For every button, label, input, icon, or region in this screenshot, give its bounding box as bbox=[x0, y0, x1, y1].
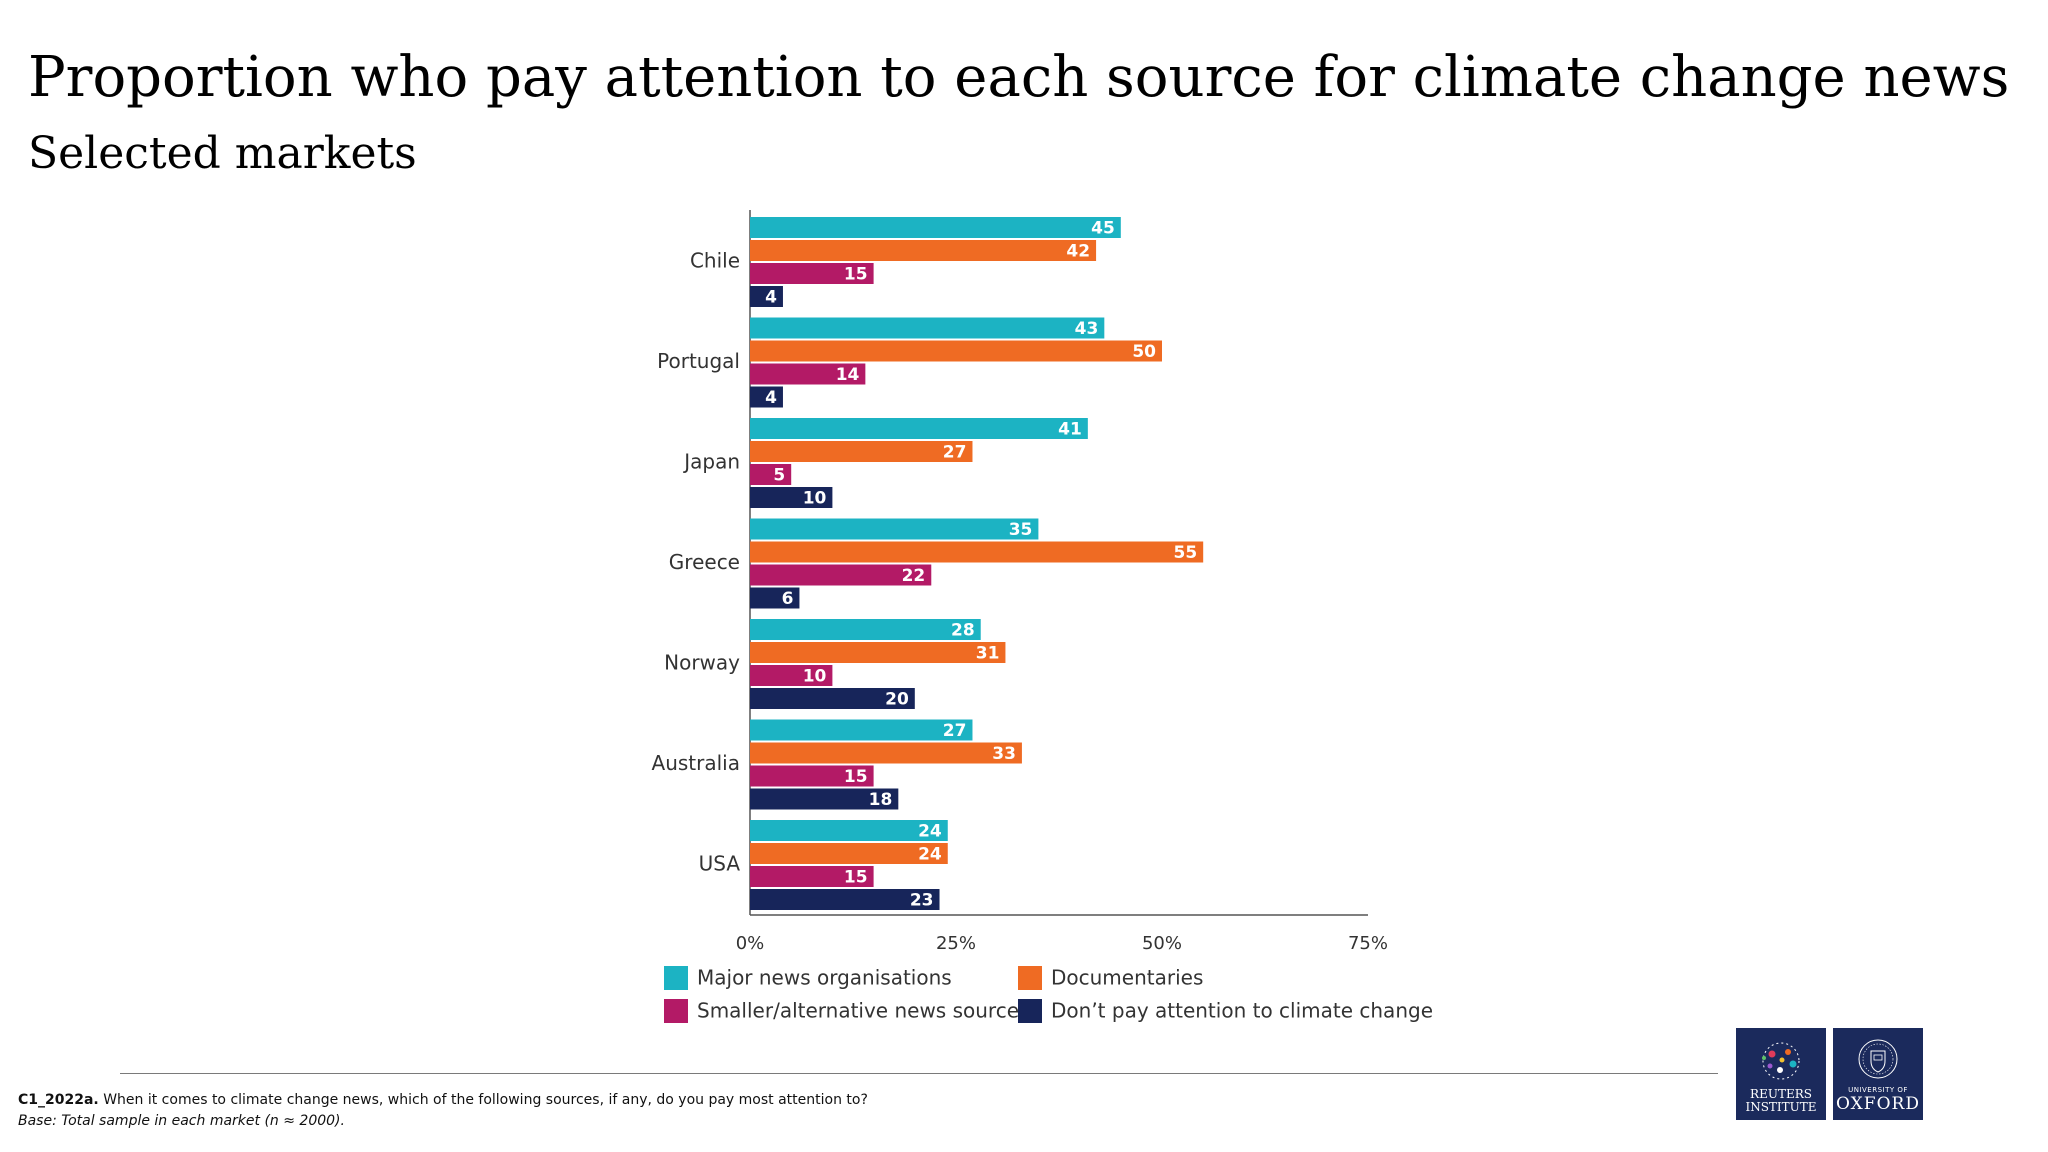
x-tick-label: 25% bbox=[936, 933, 976, 954]
data-label: 50 bbox=[1132, 342, 1156, 362]
footnote: C1_2022a. When it comes to climate chang… bbox=[18, 1090, 868, 1132]
category-label: Japan bbox=[682, 450, 740, 474]
data-label: 5 bbox=[773, 466, 785, 486]
reuters-logo-text: REUTERS INSTITUTE bbox=[1745, 1087, 1817, 1114]
legend-label: Smaller/alternative news sources bbox=[697, 999, 1029, 1023]
oxford-logo-text: OXFORD bbox=[1836, 1094, 1920, 1114]
question-code: C1_2022a. bbox=[18, 1092, 99, 1108]
category-label: Norway bbox=[664, 651, 740, 675]
question-line: C1_2022a. When it comes to climate chang… bbox=[18, 1090, 868, 1111]
data-label: 31 bbox=[976, 644, 1000, 664]
bar-don-t-pay-attention-to-climate-change bbox=[750, 587, 800, 609]
category-label: Chile bbox=[690, 249, 740, 273]
legend-label: Documentaries bbox=[1051, 966, 1203, 990]
bar-smaller-alternative-news-sources bbox=[750, 765, 874, 787]
bar-documentaries bbox=[750, 340, 1162, 362]
base-note: Base: Total sample in each market (n ≈ 2… bbox=[18, 1113, 345, 1129]
bar-major-news-organisations bbox=[750, 820, 948, 841]
data-label: 14 bbox=[836, 365, 860, 385]
reuters-institute-logo: REUTERS INSTITUTE bbox=[1736, 1028, 1826, 1120]
legend-swatch bbox=[1018, 966, 1042, 990]
oxford-logo-small-text: UNIVERSITY OF bbox=[1848, 1086, 1908, 1094]
data-label: 15 bbox=[844, 868, 868, 888]
data-label: 55 bbox=[1174, 543, 1198, 563]
category-label: Portugal bbox=[657, 349, 740, 373]
bar-major-news-organisations bbox=[750, 719, 973, 741]
legend-label: Major news organisations bbox=[697, 966, 952, 990]
x-tick-label: 50% bbox=[1142, 933, 1182, 954]
data-label: 33 bbox=[992, 744, 1016, 764]
category-label: Greece bbox=[669, 550, 740, 574]
data-label: 6 bbox=[782, 589, 794, 609]
data-label: 20 bbox=[885, 690, 909, 710]
data-label: 18 bbox=[869, 790, 893, 810]
crest-icon bbox=[1858, 1039, 1898, 1079]
data-label: 4 bbox=[765, 288, 777, 308]
data-label: 23 bbox=[910, 891, 934, 911]
data-label: 15 bbox=[844, 265, 868, 285]
data-label: 10 bbox=[803, 489, 827, 509]
question-text: When it comes to climate change news, wh… bbox=[98, 1092, 868, 1108]
data-label: 42 bbox=[1066, 242, 1090, 262]
footer-divider bbox=[120, 1073, 1718, 1074]
data-label: 24 bbox=[918, 822, 942, 842]
bar-documentaries bbox=[750, 240, 1097, 261]
bar-major-news-organisations bbox=[750, 518, 1039, 540]
slide-subtitle: Selected markets bbox=[28, 128, 417, 179]
bar-major-news-organisations bbox=[750, 217, 1121, 238]
data-label: 15 bbox=[844, 767, 868, 787]
category-label: USA bbox=[699, 852, 741, 876]
bar-don-t-pay-attention-to-climate-change bbox=[750, 286, 783, 307]
legend-swatch bbox=[664, 966, 688, 990]
bar-don-t-pay-attention-to-climate-change bbox=[750, 386, 783, 408]
bar-major-news-organisations bbox=[750, 317, 1105, 339]
data-label: 28 bbox=[951, 621, 975, 641]
bar-documentaries bbox=[750, 843, 948, 864]
data-label: 27 bbox=[943, 721, 967, 741]
bar-smaller-alternative-news-sources bbox=[750, 564, 932, 586]
bar-major-news-organisations bbox=[750, 418, 1088, 439]
bar-documentaries bbox=[750, 642, 1006, 663]
bar-don-t-pay-attention-to-climate-change bbox=[750, 688, 915, 709]
bar-documentaries bbox=[750, 541, 1204, 563]
bar-don-t-pay-attention-to-climate-change bbox=[750, 889, 940, 910]
data-label: 35 bbox=[1009, 520, 1033, 540]
x-tick-label: 0% bbox=[736, 933, 765, 954]
bar-smaller-alternative-news-sources bbox=[750, 263, 874, 284]
bar-smaller-alternative-news-sources bbox=[750, 363, 866, 385]
bar-documentaries bbox=[750, 742, 1022, 764]
x-tick-label: 75% bbox=[1348, 933, 1388, 954]
bar-don-t-pay-attention-to-climate-change bbox=[750, 487, 833, 508]
bar-smaller-alternative-news-sources bbox=[750, 866, 874, 887]
bar-smaller-alternative-news-sources bbox=[750, 464, 792, 485]
data-label: 27 bbox=[943, 443, 967, 463]
slide-title: Proportion who pay attention to each sou… bbox=[28, 45, 2010, 110]
category-label: Australia bbox=[652, 751, 740, 775]
data-label: 24 bbox=[918, 845, 942, 865]
bar-smaller-alternative-news-sources bbox=[750, 665, 833, 686]
data-label: 4 bbox=[765, 388, 777, 408]
globe-dots-icon bbox=[1762, 1042, 1800, 1080]
bar-don-t-pay-attention-to-climate-change bbox=[750, 788, 899, 810]
legend-label: Don’t pay attention to climate change bbox=[1051, 999, 1433, 1023]
oxford-logo: UNIVERSITY OF OXFORD bbox=[1833, 1028, 1923, 1120]
bar-documentaries bbox=[750, 441, 973, 462]
bar-major-news-organisations bbox=[750, 619, 981, 640]
data-label: 22 bbox=[902, 566, 926, 586]
legend-swatch bbox=[1018, 999, 1042, 1023]
data-label: 45 bbox=[1091, 219, 1115, 239]
legend-swatch bbox=[664, 999, 688, 1023]
data-label: 43 bbox=[1075, 319, 1099, 339]
data-label: 10 bbox=[803, 667, 827, 687]
data-label: 41 bbox=[1058, 420, 1082, 440]
